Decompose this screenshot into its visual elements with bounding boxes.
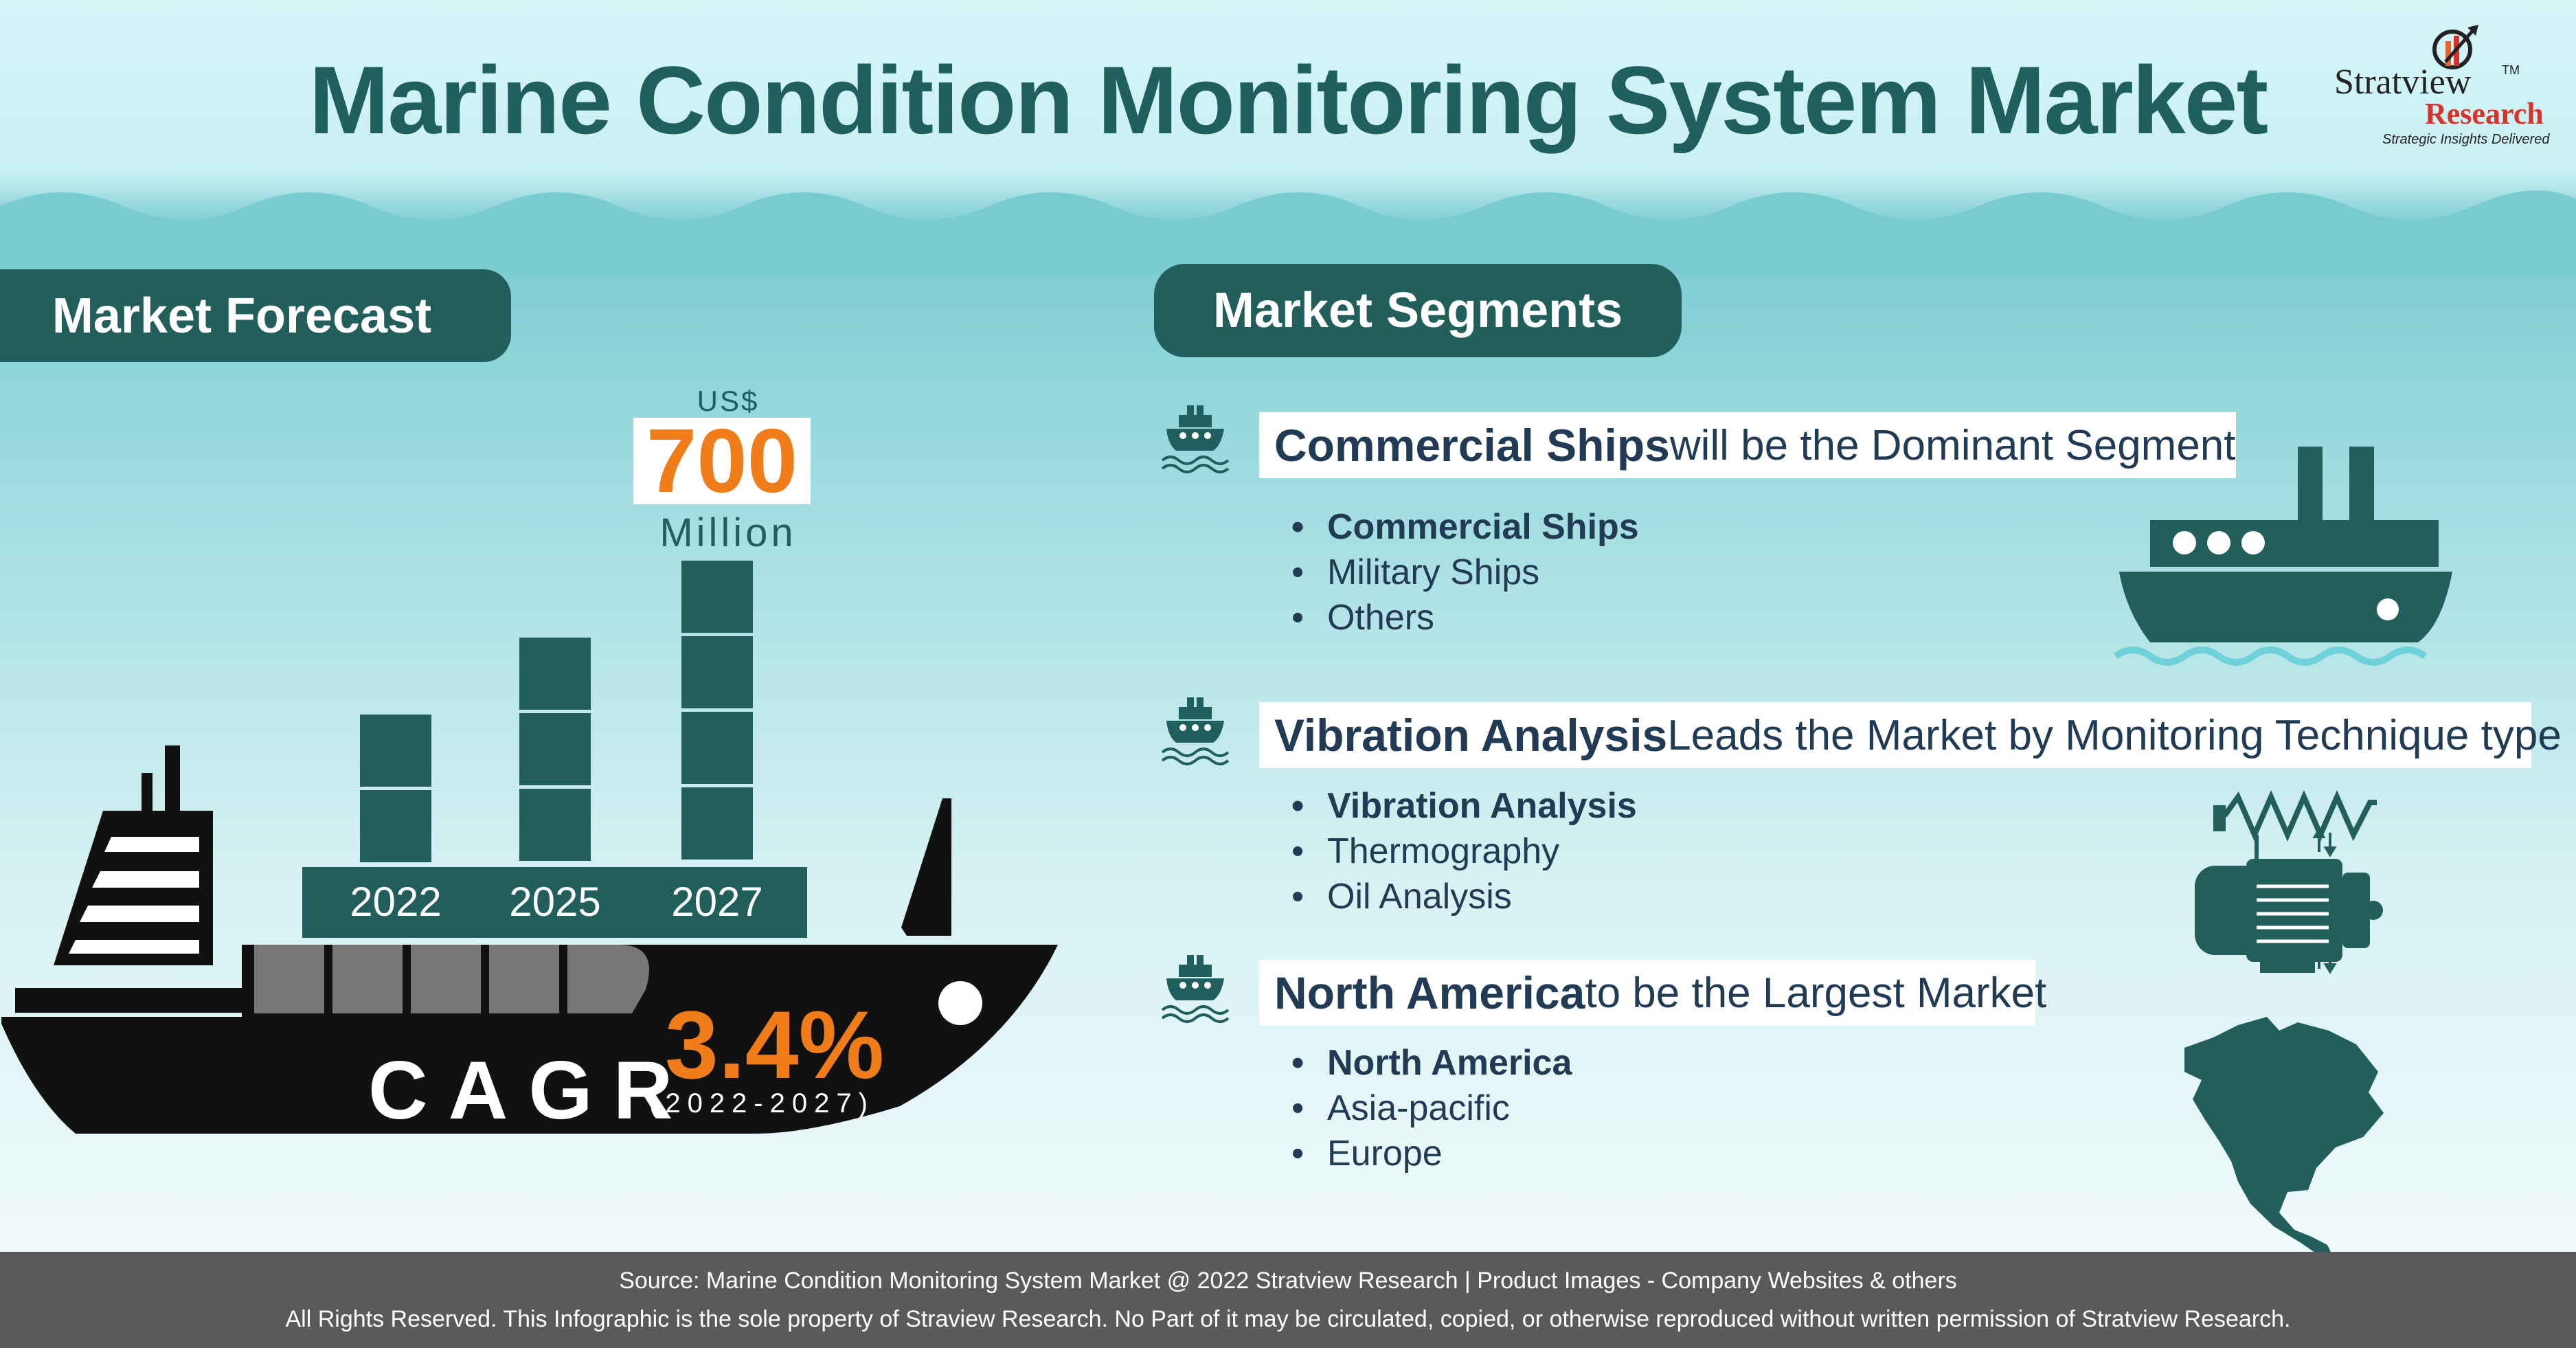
- segment-headline-technique: Vibration Analysis Leads the Market by M…: [1259, 702, 2562, 768]
- market-segments-heading: Market Segments: [1154, 264, 1682, 357]
- list-item: Thermography: [1279, 829, 1637, 874]
- bar-2027-block: [681, 636, 753, 708]
- list-item: North America: [1279, 1040, 1572, 1086]
- list-item: Vibration Analysis: [1279, 783, 1637, 829]
- list-item: Others: [1279, 595, 1639, 640]
- north-america-map: [2184, 1017, 2384, 1261]
- cagr-label: CAGR: [368, 1044, 694, 1136]
- vibration-motor-illustration: [2195, 789, 2383, 974]
- list-item: Oil Analysis: [1279, 874, 1637, 919]
- cargo-ship-icon: [1161, 405, 1230, 473]
- forecast-bar-stacks: [360, 561, 753, 862]
- segment-highlight: Commercial Ships: [1274, 420, 1670, 471]
- forecast-currency: US$: [697, 385, 760, 417]
- segment-list-technique: Vibration Analysis Thermography Oil Anal…: [1279, 783, 1637, 919]
- ship-deck-left: [15, 988, 242, 1013]
- cagr-period: (2022-2027): [649, 1088, 874, 1119]
- bar-2025-block: [519, 638, 591, 710]
- page-title: Marine Condition Monitoring System Marke…: [308, 46, 2268, 154]
- year-label-2027: 2027: [671, 879, 763, 925]
- segment-highlight: Vibration Analysis: [1274, 710, 1668, 761]
- ship-crane: [901, 798, 951, 936]
- segment-headline-rest: Leads the Market by Monitoring Technique…: [1667, 711, 2562, 759]
- segment-headline-region: North America to be the Largest Market: [1259, 960, 2046, 1026]
- stratview-logo-mark: [2432, 25, 2478, 69]
- footer: Source: Marine Condition Monitoring Syst…: [0, 1252, 2576, 1348]
- segment-list-region: North America Asia-pacific Europe: [1279, 1040, 1572, 1176]
- sea-wave: [0, 190, 2576, 275]
- bar-2022-block: [360, 790, 431, 862]
- year-label-2022: 2022: [350, 879, 442, 925]
- segment-highlight: North America: [1274, 967, 1585, 1018]
- segment-headline-rest: to be the Largest Market: [1585, 969, 2047, 1017]
- bridge-windows: [69, 837, 199, 954]
- cargo-ship-graphic: [1, 561, 1058, 1134]
- year-platform: [302, 867, 807, 938]
- footer-rights: All Rights Reserved. This Infographic is…: [285, 1306, 2291, 1332]
- list-item: Military Ships: [1279, 550, 1639, 595]
- bar-2027-block: [681, 712, 753, 784]
- market-forecast-heading: Market Forecast: [0, 269, 511, 362]
- bar-2022-block: [360, 715, 431, 787]
- commercial-ship-illustration: [2114, 447, 2452, 666]
- segment-headline-rest: will be the Dominant Segment: [1669, 421, 2236, 469]
- ship-mast: [142, 773, 152, 811]
- forecast-unit: Million: [659, 510, 797, 555]
- segment-headline-vessel: Commercial Ships will be the Dominant Se…: [1259, 412, 2236, 478]
- gray-containers: [254, 945, 649, 1013]
- segment-list-vessel: Commercial Ships Military Ships Others: [1279, 504, 1639, 640]
- logo-trademark: TM: [2502, 63, 2520, 77]
- cargo-ship-icon: [1161, 697, 1230, 765]
- logo-sub-name: Research: [2425, 97, 2544, 131]
- bar-2025-block: [519, 713, 591, 785]
- cargo-ship-icon: [1161, 955, 1230, 1023]
- footer-source: Source: Marine Condition Monitoring Syst…: [619, 1268, 1957, 1294]
- cagr-value: 3.4%: [665, 991, 885, 1099]
- logo-tagline: Strategic Insights Delivered: [2382, 132, 2550, 147]
- forecast-value: 700: [633, 416, 811, 506]
- ship-mast: [165, 745, 180, 811]
- ship-porthole: [938, 981, 982, 1025]
- list-item: Europe: [1279, 1131, 1572, 1176]
- year-label-2025: 2025: [509, 879, 601, 925]
- logo-brand-name: Stratview: [2334, 63, 2472, 102]
- bar-2027-block: [681, 561, 753, 633]
- list-item: Asia-pacific: [1279, 1086, 1572, 1131]
- bar-2027-block: [681, 787, 753, 860]
- list-item: Commercial Ships: [1279, 504, 1639, 550]
- bar-2025-block: [519, 789, 591, 861]
